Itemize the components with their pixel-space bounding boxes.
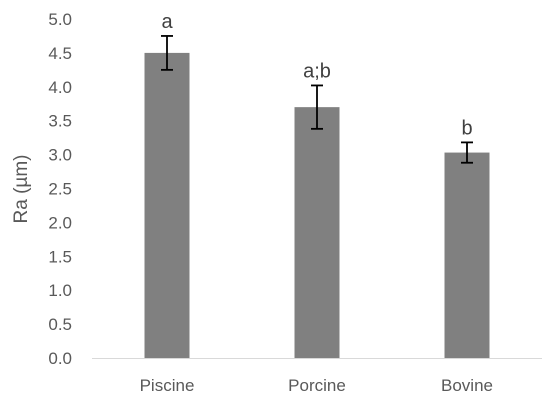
y-tick-label: 3.0 bbox=[48, 146, 72, 165]
x-axis-ticks: Piscine Porcine Bovine bbox=[140, 376, 493, 395]
y-tick-label: 0.0 bbox=[48, 349, 72, 368]
significance-labels: a a;b b bbox=[161, 11, 472, 139]
bar-piscine bbox=[144, 52, 190, 359]
significance-label: a bbox=[161, 11, 173, 33]
x-tick-label: Piscine bbox=[140, 376, 195, 395]
error-bars bbox=[161, 35, 473, 164]
error-bar-bovine bbox=[461, 141, 473, 164]
bars bbox=[144, 52, 490, 359]
bar-bovine bbox=[444, 152, 490, 358]
y-tick-label: 1.5 bbox=[48, 247, 72, 266]
x-tick-label: Bovine bbox=[441, 376, 493, 395]
x-tick-label: Porcine bbox=[288, 376, 346, 395]
y-axis-ticks: 0.0 0.5 1.0 1.5 2.0 2.5 3.0 3.5 4.0 4.5 5.0 bbox=[48, 10, 72, 368]
bar-porcine bbox=[294, 107, 340, 358]
error-bar-piscine bbox=[161, 35, 173, 71]
y-tick-label: 5.0 bbox=[48, 10, 72, 29]
y-tick-label: 0.5 bbox=[48, 315, 72, 334]
y-axis-title: Ra (µm) bbox=[11, 155, 32, 224]
y-tick-label: 4.5 bbox=[48, 44, 72, 63]
y-tick-label: 2.5 bbox=[48, 180, 72, 199]
significance-label: a;b bbox=[303, 60, 331, 82]
y-tick-label: 2.0 bbox=[48, 213, 72, 232]
y-tick-label: 1.0 bbox=[48, 281, 72, 300]
significance-label: b bbox=[461, 117, 472, 139]
y-tick-label: 3.5 bbox=[48, 112, 72, 131]
error-bar-porcine bbox=[311, 84, 323, 130]
y-tick-label: 4.0 bbox=[48, 78, 72, 97]
